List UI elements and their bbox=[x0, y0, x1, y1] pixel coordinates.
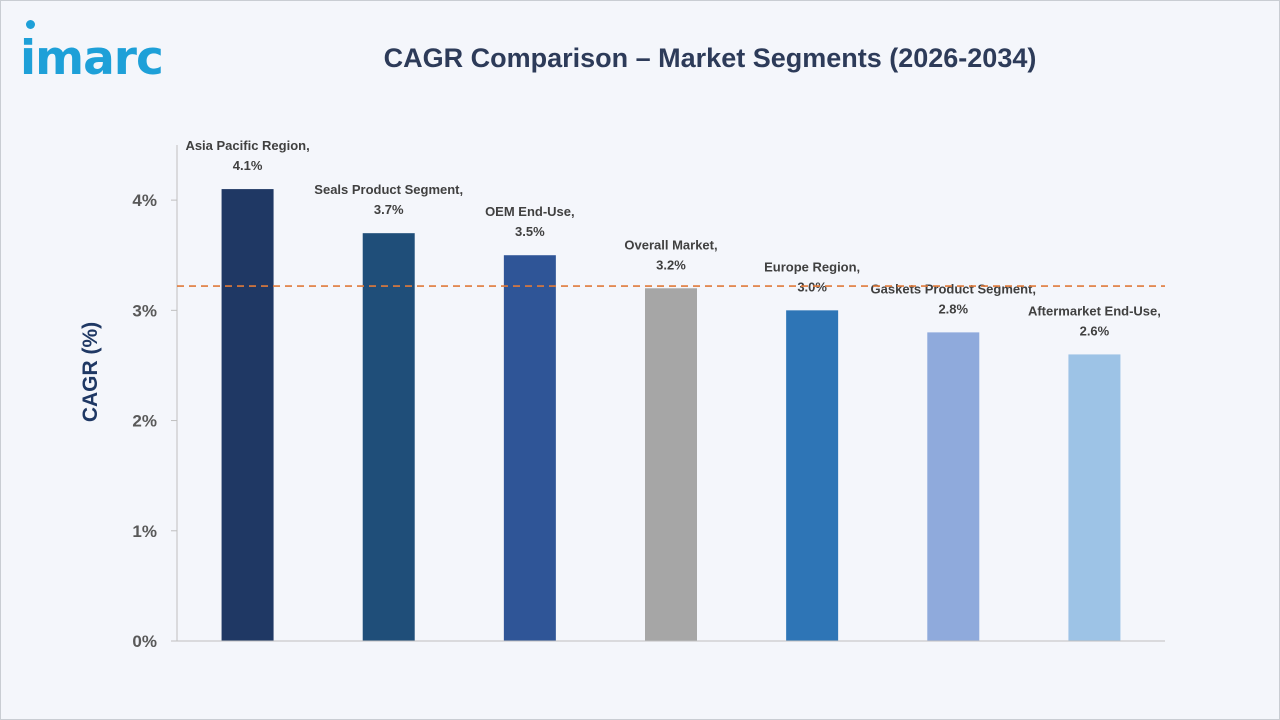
data-label-category: Overall Market, bbox=[624, 237, 717, 252]
bar bbox=[786, 310, 839, 641]
data-label-value: 3.5% bbox=[515, 224, 545, 239]
data-label-value: 3.7% bbox=[374, 202, 404, 217]
y-tick-label: 2% bbox=[132, 412, 157, 431]
data-label-value: 2.8% bbox=[938, 301, 968, 316]
data-label-value: 3.0% bbox=[797, 279, 827, 294]
y-tick-label: 0% bbox=[132, 632, 157, 651]
data-label-category: Seals Product Segment, bbox=[314, 182, 463, 197]
data-label-category: Asia Pacific Region, bbox=[185, 138, 309, 153]
bar bbox=[221, 189, 274, 642]
y-axis-ticks: 0% 1% 2% 3% 4% bbox=[132, 191, 177, 651]
bar bbox=[362, 233, 415, 641]
y-tick-label: 3% bbox=[132, 301, 157, 320]
logo-text: imarc bbox=[20, 31, 164, 86]
data-label-value: 3.2% bbox=[656, 257, 686, 272]
data-labels: Asia Pacific Region, 4.1% Seals Product Se… bbox=[185, 138, 1160, 338]
data-label-category: Europe Region, bbox=[764, 259, 860, 274]
y-tick-label: 4% bbox=[132, 191, 157, 210]
bars bbox=[221, 189, 1121, 642]
data-label-value: 2.6% bbox=[1080, 323, 1110, 338]
y-tick-label: 1% bbox=[132, 522, 157, 541]
bar bbox=[927, 332, 980, 641]
y-axis-label: CAGR (%) bbox=[79, 322, 102, 422]
logo-dot bbox=[26, 20, 35, 29]
data-label-value: 4.1% bbox=[233, 158, 263, 173]
chart-title: CAGR Comparison – Market Segments (2026-… bbox=[383, 43, 1037, 73]
bar bbox=[645, 288, 697, 641]
imarc-logo: imarc bbox=[20, 20, 210, 86]
bar bbox=[503, 255, 556, 641]
data-label-category: Aftermarket End-Use, bbox=[1028, 303, 1161, 318]
bar bbox=[1068, 354, 1121, 641]
data-label-category: Gaskets Product Segment, bbox=[871, 281, 1036, 296]
data-label-category: OEM End-Use, bbox=[485, 204, 575, 219]
